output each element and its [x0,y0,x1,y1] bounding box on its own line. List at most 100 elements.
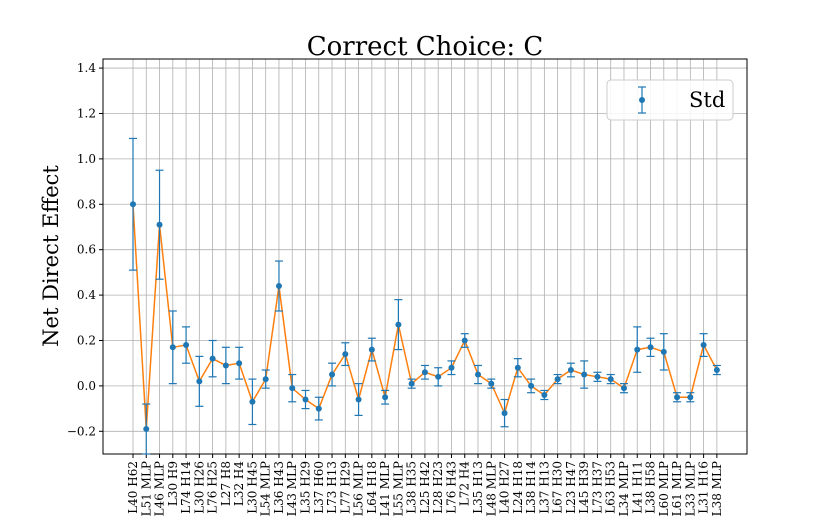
y-axis-label: Net Direct Effect [39,165,63,347]
x-tick-label: L40 H27 [498,461,512,514]
point [514,364,521,371]
x-tick-label: L36 H43 [272,461,286,514]
point [421,369,428,376]
x-tick-label: L67 H30 [551,461,565,514]
x-tick-label: L32 H4 [232,461,246,507]
point [607,376,614,383]
point [382,394,389,401]
x-tick-label: L31 H16 [697,461,711,514]
y-tick-label: 0.8 [77,197,96,211]
point [528,382,535,389]
chart-title: Correct Choice: C [307,32,544,62]
point [448,364,455,371]
x-tick-label: L37 H60 [312,461,326,514]
x-tick-label: L41 H11 [630,461,644,514]
x-tick-label: L64 H18 [365,461,379,514]
x-tick-label: L38 H58 [644,461,658,514]
point [183,342,190,349]
point [700,342,707,349]
x-tick-label: L30 H26 [192,461,206,514]
point [620,385,627,392]
point [209,355,216,362]
point [143,426,150,433]
y-tick-label: 1.0 [77,152,96,166]
x-tick-label: L25 H42 [418,461,432,514]
point [249,398,256,405]
legend-box [606,79,734,121]
point [329,371,336,378]
x-tick-label: L24 H18 [511,461,525,514]
point [687,394,694,401]
x-tick-label: L40 H62 [126,461,140,514]
y-tick-label: 0.4 [77,288,96,302]
x-tick-label: L37 H13 [537,461,551,514]
x-tick-label: L34 MLP [617,461,631,516]
point [567,367,574,374]
point [368,346,375,353]
x-tick-label: L35 H29 [299,461,313,514]
x-tick-label: L38 H35 [405,461,419,514]
y-tick-label: 0.6 [77,243,96,257]
point [395,321,402,328]
y-tick-label: 1.2 [77,106,96,120]
point [302,396,309,403]
x-tick-label: L60 MLP [657,461,671,516]
point [647,344,654,351]
x-tick-label: L30 H9 [166,461,180,506]
x-tick-label: L63 H53 [604,461,618,514]
point [581,371,588,378]
point [541,391,548,398]
point [634,346,641,353]
y-tick-label: −0.2 [67,424,96,438]
point [196,378,203,385]
x-tick-label: L77 H29 [338,461,352,514]
x-tick-label: L72 H4 [458,461,472,507]
x-tick-label: L48 MLP [484,461,498,516]
point [461,337,468,344]
x-tick-label: L23 H47 [564,461,578,514]
point [129,201,136,208]
point [475,371,482,378]
y-tick-label: 1.4 [77,61,96,75]
x-tick-label: L43 MLP [285,461,299,516]
x-tick-label: L38 H14 [524,461,538,514]
point [435,373,442,380]
x-tick-label: L28 H23 [431,461,445,514]
point [713,367,720,374]
x-tick-label: L73 H37 [590,461,604,514]
x-tick-label: L33 MLP [683,461,697,516]
point [660,348,667,355]
x-tick-label: L46 MLP [153,461,167,516]
x-tick-label: L61 MLP [670,461,684,516]
x-tick-label: L73 H13 [325,461,339,514]
legend-marker [639,97,645,103]
point [262,376,269,383]
point [315,405,322,412]
point [275,283,282,290]
point [674,394,681,401]
x-tick-label: L30 H45 [245,461,259,514]
point [156,221,163,228]
point [355,396,362,403]
point [236,360,243,367]
y-tick-label: 0.0 [77,379,96,393]
x-tick-label: L74 H14 [179,461,193,514]
x-tick-label: L56 MLP [352,461,366,516]
point [554,376,561,383]
point [594,373,601,380]
x-tick-label: L35 H13 [471,461,485,514]
point [408,380,415,387]
x-tick-label: L27 H8 [219,461,233,506]
plot-frame [102,58,748,455]
legend-label: Std [689,88,725,112]
x-tick-label: L38 MLP [710,461,724,516]
point [169,344,176,351]
x-tick-label: L76 H25 [206,461,220,514]
x-tick-label: L54 MLP [259,461,273,516]
x-tick-label: L51 MLP [139,461,153,516]
point [501,410,508,417]
point [222,362,229,369]
point [342,351,349,358]
